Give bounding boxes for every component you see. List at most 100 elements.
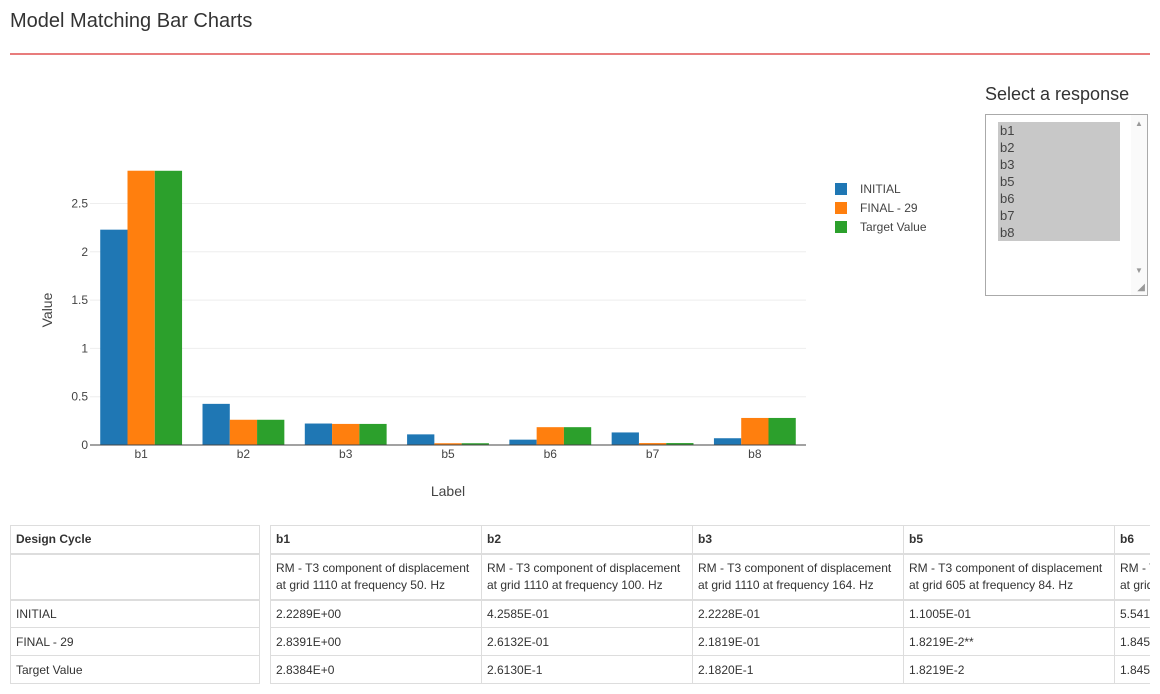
column-header-b5: b5: [903, 525, 1115, 555]
bar-b7-0: [611, 432, 639, 445]
table-cell: 1.1005E-01: [903, 599, 1115, 628]
y-axis-label: Value: [39, 292, 55, 327]
bar-b3-2: [359, 423, 387, 445]
column-header-b3: b3: [692, 525, 904, 555]
chart-legend: INITIAL FINAL - 29 Target Value: [835, 182, 927, 234]
x-tick-label: b1: [134, 447, 148, 461]
x-tick-label: b2: [237, 447, 251, 461]
bar-b3-0: [304, 423, 333, 445]
response-options: b1 b2 b3 b5 b6 b7 b8: [998, 122, 1120, 241]
bar-b1-1: [127, 170, 155, 446]
column-description-b2: RM - T3 component of displacement at gri…: [481, 553, 693, 601]
x-tick-label: b8: [748, 447, 762, 461]
legend-swatch[interactable]: [835, 183, 847, 195]
table-cell: 4.2585E-01: [481, 599, 693, 628]
x-tick-label: b7: [646, 447, 660, 461]
response-option-b3[interactable]: b3: [1000, 157, 1015, 172]
bar-b6-2: [563, 427, 592, 445]
bar-b1-0: [100, 229, 128, 445]
y-tick-label: 2: [81, 245, 88, 259]
table-cell: 2.8384E+0: [270, 655, 482, 684]
y-tick-label: 2.5: [71, 196, 88, 210]
bar-b8-0: [713, 438, 742, 445]
y-tick-label: 0.5: [71, 390, 88, 404]
legend-swatch[interactable]: [835, 221, 847, 233]
table-cell: 1.8219E-2**: [903, 627, 1115, 656]
bar-b7-2: [666, 443, 694, 445]
table-cell: 1.845: [1114, 627, 1150, 656]
design-cycle-blank: [10, 553, 260, 601]
table-description-row: RM - T3 component of displacement at gri…: [270, 553, 1150, 601]
y-tick-label: 0: [81, 438, 88, 452]
x-tick-label: b3: [339, 447, 353, 461]
y-tick-label: 1.5: [71, 293, 88, 307]
response-option-b7[interactable]: b7: [1000, 208, 1015, 223]
table-cell: 2.6130E-1: [481, 655, 693, 684]
column-description-b6: RM - T3 component of displacement at gri…: [1114, 553, 1150, 601]
table-cell: 2.2289E+00: [270, 599, 482, 628]
response-select-label: Select a response: [985, 84, 1130, 104]
table-cell: 2.8391E+00: [270, 627, 482, 656]
table-cell: 1.8219E-2: [903, 655, 1115, 684]
table-row: 2.2289E+00 4.2585E-01 2.2228E-01 1.1005E-01…: [270, 599, 1150, 628]
listbox-scrollbar[interactable]: ▲ ▼: [1131, 115, 1147, 295]
column-header-b6: b6: [1114, 525, 1150, 555]
results-table-area: Design Cycle INITIAL FINAL - 29 Target V…: [10, 525, 1150, 694]
table-cell: 2.1819E-01: [692, 627, 904, 656]
bar-b5-1: [434, 443, 462, 445]
chart-axes: 0 0.5 1 1.5 2 2.5 b1 b2 b3 b5 b6 b7 b8: [71, 196, 806, 461]
design-cycle-table: Design Cycle INITIAL FINAL - 29 Target V…: [10, 525, 260, 684]
x-tick-label: b5: [441, 447, 455, 461]
bar-b8-1: [741, 417, 769, 445]
x-tick-label: b6: [544, 447, 558, 461]
table-row: 2.8384E+0 2.6130E-1 2.1820E-1 1.8219E-2 1.84…: [270, 655, 1150, 684]
response-option-b2[interactable]: b2: [1000, 140, 1015, 155]
row-label-target: Target Value: [10, 655, 260, 684]
bar-b2-0: [202, 403, 230, 445]
bar-b7-1: [638, 443, 667, 445]
response-option-b6[interactable]: b6: [1000, 191, 1015, 206]
response-listbox[interactable]: b1 b2 b3 b5 b6 b7 b8 ▲ ▼ ◢: [985, 114, 1148, 296]
scroll-down-arrow-icon[interactable]: ▼: [1135, 266, 1143, 275]
legend-swatch[interactable]: [835, 202, 847, 214]
bar-b2-1: [229, 419, 258, 445]
table-cell: 1.845: [1114, 655, 1150, 684]
scroll-up-arrow-icon[interactable]: ▲: [1135, 119, 1143, 128]
table-cell: 5.541: [1114, 599, 1150, 628]
bar-b3-1: [332, 423, 360, 445]
column-description-b3: RM - T3 component of displacement at gri…: [692, 553, 904, 601]
bar-b8-2: [768, 417, 796, 445]
legend-label[interactable]: INITIAL: [860, 182, 901, 196]
design-cycle-header: Design Cycle: [10, 525, 260, 555]
chart-bars: [100, 170, 796, 446]
resize-grip-icon[interactable]: ◢: [1137, 282, 1145, 293]
response-values-table: b1 b2 b3 b5 b6 RM - T3 component of displace…: [270, 525, 1150, 684]
bar-b2-2: [257, 419, 285, 445]
legend-label[interactable]: Target Value: [860, 220, 927, 234]
row-label-initial: INITIAL: [10, 599, 260, 628]
row-label-final: FINAL - 29: [10, 627, 260, 656]
table-cell: 2.6132E-01: [481, 627, 693, 656]
table-row: 2.8391E+00 2.6132E-01 2.1819E-01 1.8219E-2*…: [270, 627, 1150, 656]
bar-b5-0: [407, 434, 435, 445]
column-description-b5: RM - T3 component of displacement at gri…: [903, 553, 1115, 601]
bar-b6-0: [509, 439, 537, 445]
column-description-b1: RM - T3 component of displacement at gri…: [270, 553, 482, 601]
legend-label[interactable]: FINAL - 29: [860, 201, 918, 215]
table-cell: 2.2228E-01: [692, 599, 904, 628]
chart-gridlines: [90, 202, 806, 398]
table-header-row: b1 b2 b3 b5 b6: [270, 525, 1150, 555]
title-divider: [10, 53, 1150, 55]
bar-b6-1: [536, 427, 564, 445]
bar-b1-2: [154, 170, 183, 446]
table-cell: 2.1820E-1: [692, 655, 904, 684]
bar-chart: 0 0.5 1 1.5 2 2.5 b1 b2 b3 b5 b6 b7 b8 Value Label I…: [39, 170, 927, 499]
response-option-b5[interactable]: b5: [1000, 174, 1015, 189]
bar-b5-2: [461, 443, 489, 445]
y-tick-label: 1: [81, 341, 88, 355]
response-option-b1[interactable]: b1: [1000, 123, 1015, 138]
column-header-b1: b1: [270, 525, 482, 555]
x-axis-label: Label: [431, 483, 465, 499]
response-option-b8[interactable]: b8: [1000, 225, 1015, 240]
column-header-b2: b2: [481, 525, 693, 555]
